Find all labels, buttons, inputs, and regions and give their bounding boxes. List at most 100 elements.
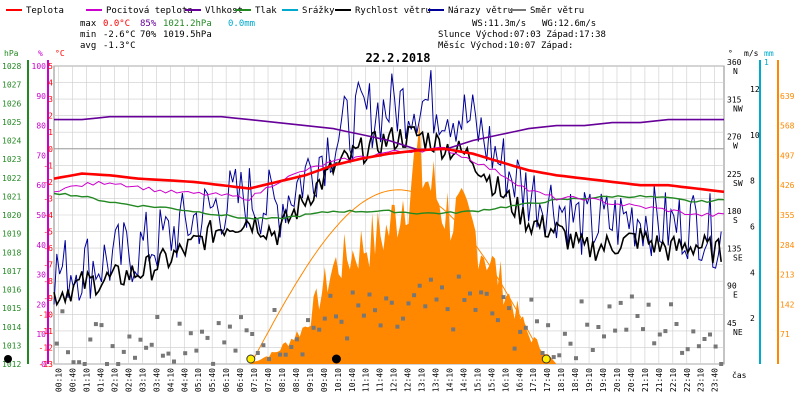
series-wind-direction-point [562,331,567,336]
tick-label-degc: -1 [43,161,53,170]
tick-label-time: 15:10 [473,368,482,392]
plot-area [53,70,725,366]
series-wind-direction-point [568,341,573,346]
series-wind-direction-point [579,299,584,304]
tick-label-percent: 80 [36,122,46,131]
tick-label-degc: -10 [39,310,54,319]
series-wind-direction-point [300,352,305,357]
tick-label-hpa: 1023 [2,155,21,164]
tick-label-degc: 3 [48,95,53,104]
tick-label-time: 02:10 [110,368,119,392]
series-wind-direction-point [384,296,389,301]
series-wind-direction-point [172,359,176,364]
tick-label-solar: 142 [780,300,795,309]
tick-label-hpa: 1017 [2,267,21,276]
tick-label-hpa: 1025 [2,118,21,127]
tick-label-degc: -7 [43,261,53,270]
tick-label-degc: -4 [43,211,53,220]
legend-label: Rychlost větru [355,6,431,16]
stat-avg-temp: -1.3°C [103,41,136,51]
tick-label-time: 16:40 [515,368,524,392]
series-wind-direction-point [166,351,171,356]
series-wind-direction-point [88,337,93,342]
tick-label-degc: 1 [48,128,53,137]
tick-label-degc: -5 [43,228,53,237]
series-wind-direction-point [328,293,333,298]
series-wind-direction-point [317,327,322,332]
tick-label-time: 05:40 [208,368,217,392]
legend-label: Tlak [255,6,277,16]
series-wind-direction-point [585,322,590,327]
tick-label-time: 14:10 [445,368,454,392]
series-humidity [54,115,724,151]
stat-max-hum: 85% [140,19,157,29]
tick-label-degc: -13 [39,360,54,369]
series-wind-direction-point [641,327,645,332]
series-wind-direction-point [261,343,266,348]
series-wind-direction-point [629,294,634,299]
axis-title-hpa: hPa [4,49,19,58]
tick-label-time: 01:10 [83,368,92,392]
tick-label-time: 03:10 [138,368,147,392]
tick-label-time: 13:10 [418,368,427,392]
series-wind-direction-point [244,328,249,333]
tick-label-ms: 8 [750,177,755,186]
series-wind-direction-point [334,314,338,319]
series-wind-direction-point [507,306,511,311]
series-wind-direction-point [451,327,456,332]
tick-label-ms: 12 [750,85,760,94]
stat-min-hum: 70% [140,30,157,40]
tick-label-time: 14:40 [459,368,468,392]
tick-label-time: 09:10 [306,368,315,392]
series-wind-direction-point [462,298,467,302]
series-wind-direction-point [183,351,188,356]
chart-title: 22.2.2018 [365,51,430,65]
tick-label-mm: 1 [764,58,769,67]
tick-label-direction-card: NE [733,328,743,337]
series-wind-direction-point [663,329,668,334]
tick-label-time: 10:10 [334,368,343,392]
series-wind-direction-point [412,293,417,298]
tick-label-time: 23:10 [697,368,706,392]
tick-label-time: 12:10 [390,368,399,392]
tick-label-solar: 639 [780,92,795,101]
series-wind-direction-point [378,323,383,328]
tick-label-time: 04:40 [180,368,189,392]
series-wind-direction-point [590,348,595,352]
series-wind-direction-point [669,302,673,307]
series-wind-direction-point [428,277,433,282]
series-wind-direction-point [367,292,372,297]
series-wind-direction-point [373,308,377,313]
series-wind-direction-point [133,355,137,360]
tick-label-direction-card: SW [733,179,743,188]
series-wind-direction-point [613,328,618,333]
series-wind-direction-point [719,362,724,366]
series-wind-direction-point [674,322,679,326]
series-wind-direction-point [361,313,366,318]
series-wind-direction-point [456,274,461,279]
tick-label-solar: 71 [780,330,790,339]
series-wind-direction-point [646,302,651,307]
tick-label-hpa: 1022 [2,174,21,183]
series-feels-like [53,146,725,217]
tick-label-direction-card: NW [733,104,743,113]
tick-label-direction-deg: 135 [727,244,742,253]
stats-block: max 0.0°C 85% 1021.2hPa 0.0mm min -2.6°C… [80,19,606,51]
tick-label-solar: 284 [780,241,795,250]
series-wind-direction-point [144,345,149,350]
tick-label-time: 21:40 [655,368,664,392]
tick-label-time: 13:40 [432,368,441,392]
series-wind-direction-point [149,342,154,347]
tick-label-hpa: 1015 [2,304,21,313]
tick-label-time: 18:40 [571,368,580,392]
series-wind-direction-point [233,348,238,353]
tick-label-direction-card: N [733,67,738,76]
tick-label-direction-deg: 360 [727,58,742,67]
stat-min-press: 1019.5hPa [163,30,212,40]
tick-label-degc: 4 [48,79,53,88]
series-wind-direction-point [216,321,221,326]
series-wind-direction-point [289,345,294,349]
series-wind-direction-point [200,329,204,334]
tick-label-ms: 2 [750,314,755,323]
tick-label-time: 22:10 [669,368,678,392]
